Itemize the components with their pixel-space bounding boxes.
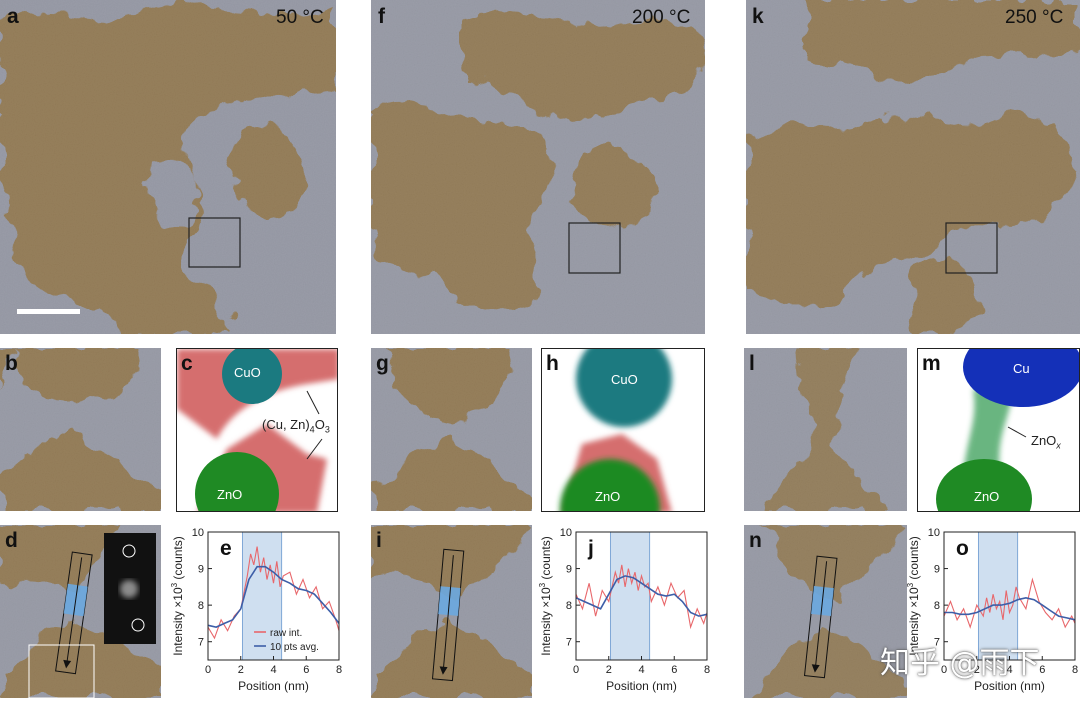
tem-micrograph bbox=[746, 0, 1080, 334]
y-tick-label: 7 bbox=[566, 637, 572, 649]
x-axis-label: Position (nm) bbox=[238, 679, 309, 693]
panel-letter-k: k bbox=[752, 5, 764, 28]
y-tick-label: 9 bbox=[566, 564, 572, 576]
y-axis-label: Intensity ×103 (counts) bbox=[906, 536, 921, 656]
tem-micrograph bbox=[371, 0, 705, 334]
tem-micrograph bbox=[0, 0, 336, 334]
panel-letter-n: n bbox=[749, 529, 762, 552]
y-tick-label: 7 bbox=[934, 637, 940, 649]
panel-letter-a: a bbox=[7, 5, 19, 28]
y-axis-label: Intensity ×103 (counts) bbox=[170, 536, 185, 656]
watermark-text: 知乎 @雨下 bbox=[880, 646, 1040, 681]
x-tick-label: 6 bbox=[303, 664, 309, 676]
raw-intensity-line bbox=[943, 577, 1076, 629]
x-tick-label: 6 bbox=[671, 664, 677, 676]
highlight-band bbox=[241, 531, 283, 661]
highlight-band bbox=[609, 531, 651, 661]
tem-image-250c bbox=[746, 0, 1080, 334]
cuo-label: CuO bbox=[234, 365, 261, 380]
panel-letter-d: d bbox=[5, 529, 18, 552]
panel-letter-o: o bbox=[956, 537, 969, 560]
panel-letter-l: l bbox=[749, 352, 755, 375]
panel-letter-m: m bbox=[922, 352, 941, 375]
x-axis-label: Position (nm) bbox=[606, 679, 677, 693]
panel-letter-e: e bbox=[220, 537, 232, 560]
y-tick-label: 9 bbox=[198, 564, 204, 576]
x-tick-label: 4 bbox=[1006, 664, 1012, 676]
legend-label: raw int. bbox=[270, 628, 302, 639]
tem-image-50c bbox=[0, 0, 336, 334]
zno-label: ZnO bbox=[217, 487, 243, 502]
average-line bbox=[944, 596, 1076, 621]
linescan-image-n bbox=[744, 525, 907, 698]
tem-image-200c bbox=[371, 0, 705, 334]
legend-label: 10 pts avg. bbox=[270, 642, 319, 653]
raw-intensity-line bbox=[575, 564, 708, 630]
region-of-interest-box bbox=[945, 222, 998, 274]
cuo-particle bbox=[576, 349, 672, 427]
panel-letter-f: f bbox=[378, 5, 385, 28]
x-tick-label: 4 bbox=[270, 664, 276, 676]
region-of-interest-box bbox=[188, 217, 241, 268]
average-line bbox=[575, 575, 708, 617]
zno-label: ZnO bbox=[974, 489, 1000, 504]
temperature-label-a: 50 °C bbox=[276, 7, 324, 28]
y-tick-label: 10 bbox=[560, 527, 572, 539]
y-tick-label: 8 bbox=[566, 600, 572, 612]
mixed-oxide-label: (Cu, Zn)4O3 bbox=[262, 417, 330, 435]
x-tick-label: 0 bbox=[205, 664, 211, 676]
panel-letter-h: h bbox=[546, 352, 559, 375]
x-tick-label: 8 bbox=[1072, 664, 1078, 676]
temperature-label-f: 200 °C bbox=[632, 7, 691, 28]
schematic-h: CuO ZnO bbox=[541, 348, 705, 512]
x-tick-label: 6 bbox=[1039, 664, 1045, 676]
schematic-c: CuO ZnO (Cu, Zn)4O3 bbox=[176, 348, 338, 512]
zoom-image-b bbox=[0, 348, 161, 511]
profile-plot-o: 0 2 4 6 8 7 8 9 10 Position (nm) Intensity ×103 (c… bbox=[904, 522, 1080, 698]
zno-particle bbox=[560, 459, 660, 511]
panel-letter-g: g bbox=[376, 352, 389, 375]
x-tick-label: 4 bbox=[638, 664, 644, 676]
x-tick-label: 0 bbox=[941, 664, 947, 676]
x-tick-label: 8 bbox=[336, 664, 342, 676]
cuo-particle bbox=[222, 349, 282, 404]
profile-plot-e: 0 2 4 6 8 7 8 9 10 Position (nm) Intensity ×103 (c… bbox=[168, 522, 344, 698]
x-tick-label: 8 bbox=[704, 664, 710, 676]
x-axis-label: Position (nm) bbox=[974, 679, 1045, 693]
x-tick-label: 2 bbox=[238, 664, 244, 676]
cu-particle bbox=[963, 349, 1079, 407]
temperature-label-k: 250 °C bbox=[1005, 7, 1064, 28]
zoom-image-g bbox=[371, 348, 532, 511]
x-tick-label: 2 bbox=[606, 664, 612, 676]
schematic-m: Cu ZnO ZnOx bbox=[917, 348, 1080, 512]
panel-letter-j: j bbox=[588, 537, 594, 560]
panel-letter-b: b bbox=[5, 352, 18, 375]
fft-inset bbox=[104, 533, 156, 644]
profile-plot-j: 0 2 4 6 8 7 8 9 10 Position (nm) Intensity ×103 (c… bbox=[536, 522, 712, 698]
x-tick-label: 0 bbox=[573, 664, 579, 676]
znox-label: ZnOx bbox=[1031, 433, 1061, 451]
cu-label: Cu bbox=[1013, 361, 1030, 376]
y-tick-label: 8 bbox=[934, 600, 940, 612]
zno-label: ZnO bbox=[595, 489, 621, 504]
y-tick-label: 10 bbox=[192, 527, 204, 539]
y-tick-label: 7 bbox=[198, 637, 204, 649]
region-of-interest-box bbox=[568, 222, 621, 274]
zoom-image-l bbox=[744, 348, 907, 511]
y-tick-label: 10 bbox=[928, 527, 940, 539]
panel-letter-c: c bbox=[181, 352, 193, 375]
average-line bbox=[207, 565, 340, 628]
scale-bar bbox=[17, 309, 80, 314]
cuo-label: CuO bbox=[611, 372, 638, 387]
zno-particle bbox=[195, 452, 279, 511]
x-tick-label: 2 bbox=[974, 664, 980, 676]
y-tick-label: 8 bbox=[198, 600, 204, 612]
linescan-image-i bbox=[371, 525, 532, 698]
zno-particle bbox=[936, 459, 1032, 511]
y-tick-label: 9 bbox=[934, 564, 940, 576]
linescan-image-d bbox=[0, 525, 161, 698]
highlight-band bbox=[977, 531, 1019, 661]
y-axis-label: Intensity ×103 (counts) bbox=[538, 536, 553, 656]
panel-letter-i: i bbox=[376, 529, 382, 552]
